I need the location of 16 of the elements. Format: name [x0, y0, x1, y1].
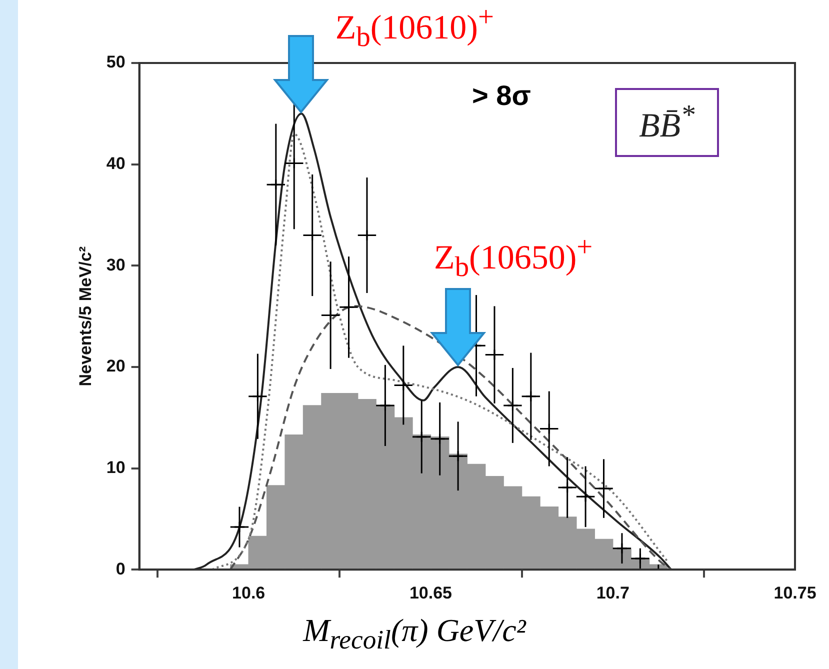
x-tick-label: 10.65 — [409, 583, 452, 602]
x-axis-title: M$_{recoil}$(π) GeV/c² — [302, 612, 528, 656]
y-tick-label: 10 — [106, 458, 126, 477]
annotation: Z$_{b}$(10610)$^{+}$ — [335, 2, 494, 54]
x-tick-label: 10.7 — [596, 583, 630, 602]
x-tick-label: 10.75 — [774, 583, 816, 602]
y-tick-label: 50 — [106, 52, 126, 72]
y-tick-label: 0 — [116, 559, 126, 578]
y-tick-label: 30 — [106, 255, 126, 274]
y-tick-label: 20 — [106, 356, 126, 376]
x-tick-label: 10.6 — [232, 583, 266, 602]
annotation: BB̄$^{*}$ — [615, 88, 719, 158]
y-tick-label: 40 — [106, 154, 126, 174]
annotation: > 8σ — [472, 80, 531, 112]
y-axis-title: Nevents/5 MeV/c² — [76, 246, 95, 386]
annotation: Z$_{b}$(10650)$^{+}$ — [434, 232, 593, 284]
